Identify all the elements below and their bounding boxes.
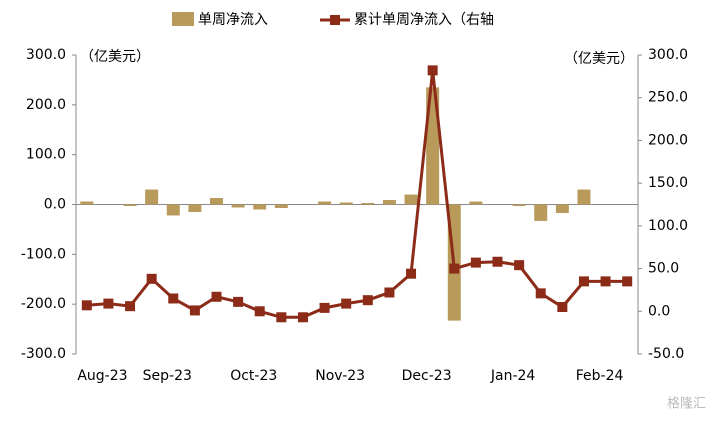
y-tick-label: -300.0 [21, 346, 66, 362]
marker [103, 298, 114, 309]
legend-label: 累计单周净流入（右轴 [354, 12, 494, 28]
bar [188, 204, 202, 212]
x-tick-label: Nov-23 [315, 368, 365, 384]
marker [449, 263, 460, 274]
line [86, 70, 628, 319]
bar [534, 204, 548, 221]
marker [81, 300, 92, 311]
y-tick-label: 0.0 [44, 197, 66, 213]
y2-tick-label: 200.0 [648, 132, 688, 148]
bar [469, 201, 483, 205]
x-tick-label: Feb-24 [576, 368, 624, 384]
x-tick-label: Aug-23 [77, 368, 127, 384]
bar [318, 201, 332, 205]
y-tick-label: 300.0 [26, 47, 66, 63]
marker [189, 305, 200, 316]
marker [254, 306, 265, 317]
marker [319, 302, 330, 313]
marker [600, 276, 611, 287]
bar [361, 203, 375, 205]
bar [145, 189, 159, 205]
y2-tick-label: 0.0 [648, 303, 670, 319]
marker [276, 312, 287, 323]
marker [427, 65, 438, 76]
y-tick-label: -200.0 [21, 296, 66, 312]
y2-unit: （亿美元） [564, 51, 634, 67]
marker [578, 276, 589, 287]
bar [166, 204, 180, 216]
y2-tick-label: -50.0 [648, 346, 684, 362]
bar [555, 204, 569, 213]
marker [514, 260, 525, 271]
marker [297, 312, 308, 323]
marker [233, 296, 244, 307]
marker [406, 268, 417, 279]
legend-label: 单周净流入 [198, 12, 268, 28]
marker [168, 293, 179, 304]
marker [492, 256, 503, 267]
bar [404, 194, 418, 205]
y-unit: （亿美元） [80, 49, 150, 65]
bar [339, 202, 353, 205]
marker [622, 276, 633, 287]
marker [211, 291, 222, 302]
bar [231, 204, 245, 208]
marker [125, 301, 136, 312]
bar [512, 204, 526, 206]
x-tick-label: Oct-23 [230, 368, 277, 384]
marker [384, 287, 395, 298]
marker [535, 288, 546, 299]
marker [362, 295, 373, 306]
bar [426, 87, 440, 205]
y-tick-label: 100.0 [26, 147, 66, 163]
y-tick-label: -100.0 [21, 246, 66, 262]
bar [123, 204, 137, 206]
y2-tick-label: 150.0 [648, 175, 688, 191]
bar [577, 189, 591, 205]
y2-tick-label: 250.0 [648, 90, 688, 106]
marker [341, 298, 352, 309]
marker [146, 273, 157, 284]
y2-tick-label: 50.0 [648, 261, 679, 277]
bar [274, 204, 288, 208]
x-tick-label: Sep-23 [143, 368, 192, 384]
bar [80, 201, 94, 205]
y2-tick-label: 100.0 [648, 218, 688, 234]
marker [470, 257, 481, 268]
x-tick-label: Dec-23 [402, 368, 452, 384]
y-tick-label: 200.0 [26, 97, 66, 113]
legend-swatch [330, 15, 340, 25]
legend-swatch [172, 12, 194, 26]
bar [382, 200, 396, 205]
watermark: 格隆汇 [667, 396, 706, 412]
marker [557, 302, 568, 313]
bar [210, 198, 223, 205]
y2-tick-label: 300.0 [648, 47, 688, 63]
x-tick-label: Jan-24 [490, 368, 536, 384]
bar [253, 204, 267, 210]
